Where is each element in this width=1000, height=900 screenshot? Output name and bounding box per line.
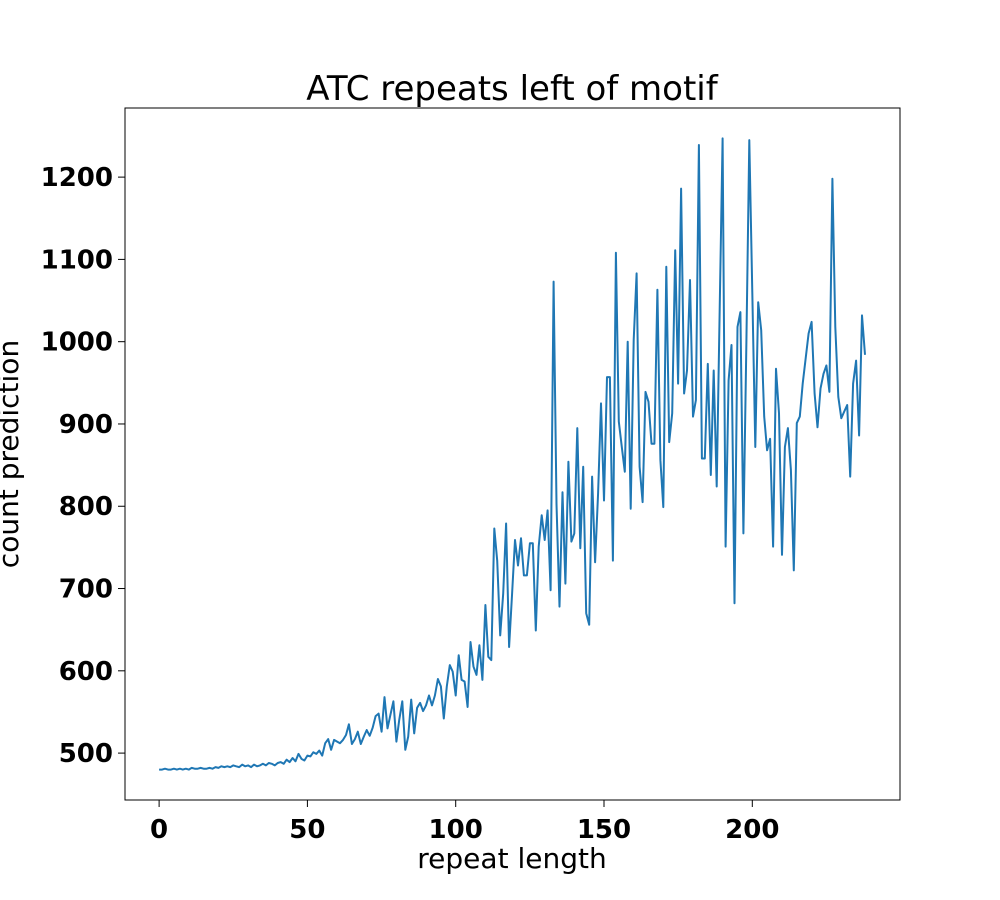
x-tick-label: 150 (577, 815, 631, 845)
plot-area (159, 137, 866, 771)
y-tick-label: 600 (59, 657, 113, 687)
y-tick-label: 900 (59, 410, 113, 440)
y-tick-label: 800 (59, 492, 113, 522)
y-tick-label: 1100 (41, 245, 113, 275)
x-axis-label: repeat length (417, 842, 606, 875)
x-tick-label: 100 (429, 815, 483, 845)
y-tick-label: 1000 (41, 328, 113, 358)
series-line (159, 137, 866, 771)
y-axis-label: count prediction (0, 340, 25, 568)
x-axis: 0 50 100 150 200 (150, 800, 779, 845)
x-tick-label: 50 (289, 815, 325, 845)
plot-frame (124, 107, 901, 801)
x-tick-label: 200 (725, 815, 779, 845)
y-tick-label: 500 (59, 739, 113, 769)
y-axis: 500 600 700 800 900 1000 1100 1200 (41, 163, 125, 769)
x-tick-label: 0 (150, 815, 168, 845)
chart-title: ATC repeats left of motif (306, 69, 718, 109)
y-tick-label: 700 (59, 575, 113, 605)
y-tick-label: 1200 (41, 163, 113, 193)
